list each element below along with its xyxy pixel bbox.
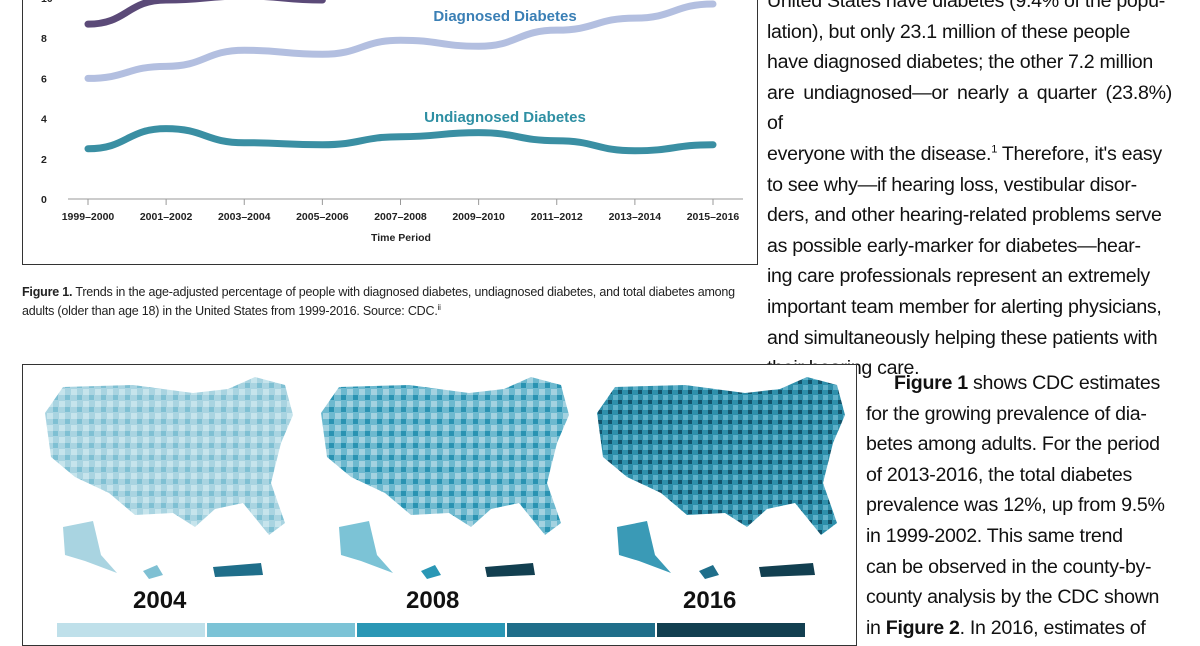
text-span: . In 2016, estimates of (960, 617, 1146, 639)
figure-ref: Figure 1 (894, 372, 968, 394)
body-text-upper: United States have diabetes (9.4% of the… (767, 0, 1172, 384)
series-label-diagnosed: Diagnosed Diabetes (433, 8, 576, 25)
figure1-caption: Figure 1. Trends in the age-adjusted per… (22, 284, 762, 319)
line-chart: 0 2 4 6 8 10 1999–2000 2001–2002 2003–2004 2005–2… (23, 0, 757, 264)
year-label-2004: 2004 (133, 587, 186, 615)
x-tick-label: 2001–2002 (140, 211, 193, 223)
text-span: everyone with the disease. (767, 143, 991, 165)
x-tick-label: 2007–2008 (374, 211, 427, 223)
year-label-2008: 2008 (406, 587, 459, 615)
legend-swatch (357, 623, 505, 637)
y-tick-label: 6 (41, 73, 47, 85)
map-2016 (597, 377, 845, 579)
y-tick-label: 2 (41, 154, 47, 166)
text-line: for the growing prevalence of dia- (866, 399, 1172, 430)
text-line: United States have diabetes (9.4% of the… (767, 0, 1172, 17)
caption-text: Trends in the age-adjusted percentage of… (22, 285, 735, 318)
map-2004 (45, 377, 293, 579)
text-line: lation), but only 23.1 million of these … (767, 17, 1172, 48)
figure-ref: Figure 2 (886, 617, 960, 639)
series-line-2 (88, 129, 713, 151)
legend-swatch (657, 623, 805, 637)
text-line: county analysis by the CDC shown (866, 582, 1172, 613)
text-span: shows CDC estimates (968, 372, 1160, 394)
x-tick-label: 2003–2004 (218, 211, 271, 223)
text-line: of 2013-2016, the total diabetes (866, 460, 1172, 491)
text-line: important team member for alerting physi… (767, 292, 1172, 323)
text-line: as possible early-marker for diabetes—he… (767, 231, 1172, 262)
text-line: in Figure 2. In 2016, estimates of (866, 613, 1172, 644)
text-line: have diagnosed diabetes; the other 7.2 m… (767, 47, 1172, 78)
text-line: to see why—if hearing loss, vestibular d… (767, 170, 1172, 201)
text-line: ders, and other hearing-related problems… (767, 200, 1172, 231)
text-line: ing care professionals represent an extr… (767, 261, 1172, 292)
figure2-maps: 2004 2008 2016 (22, 364, 857, 646)
series-line-0 (88, 0, 322, 24)
text-line: can be observed in the county-by- (866, 552, 1172, 583)
legend-swatch (57, 623, 205, 637)
text-line: prevalence was 12%, up from 9.5% (866, 490, 1172, 521)
series-line-1 (88, 4, 713, 78)
text-line: and simultaneously helping these patient… (767, 323, 1172, 354)
text-span: Therefore, it's easy (997, 143, 1162, 165)
caption-ref: ii (438, 303, 441, 312)
x-tick-label: 2011–2012 (531, 211, 583, 223)
figure1-chart: 0 2 4 6 8 10 1999–2000 2001–2002 2003–2004 2005–2… (22, 0, 758, 265)
x-tick-label: 2005–2006 (296, 211, 349, 223)
series-label-undiagnosed: Undiagnosed Diabetes (424, 109, 586, 126)
y-tick-label: 8 (41, 33, 47, 45)
text-line: are undiagnosed—or nearly a quarter (23.… (767, 78, 1172, 139)
text-line: in 1999-2002. This same trend (866, 521, 1172, 552)
x-tick-label: 2013–2014 (609, 211, 662, 223)
x-tick-label: 2015–2016 (687, 211, 740, 223)
x-tick-label: 2009–2010 (452, 211, 505, 223)
text-line: Figure 1 shows CDC estimates (866, 368, 1172, 399)
body-text-lower: Figure 1 shows CDC estimates for the gro… (866, 368, 1172, 643)
text-span: in (866, 617, 886, 639)
legend-swatch (507, 623, 655, 637)
text-line: betes among adults. For the period (866, 429, 1172, 460)
x-tick-label: 1999–2000 (62, 211, 115, 223)
map-2008 (321, 377, 569, 579)
y-tick-label: 4 (41, 114, 47, 126)
y-tick-label: 0 (41, 194, 47, 206)
x-axis-title: Time Period (371, 232, 431, 244)
caption-label: Figure 1. (22, 285, 72, 299)
y-tick-label: 10 (41, 0, 53, 5)
text-line: everyone with the disease.1 Therefore, i… (767, 139, 1172, 170)
legend-swatch (207, 623, 355, 637)
year-label-2016: 2016 (683, 587, 736, 615)
